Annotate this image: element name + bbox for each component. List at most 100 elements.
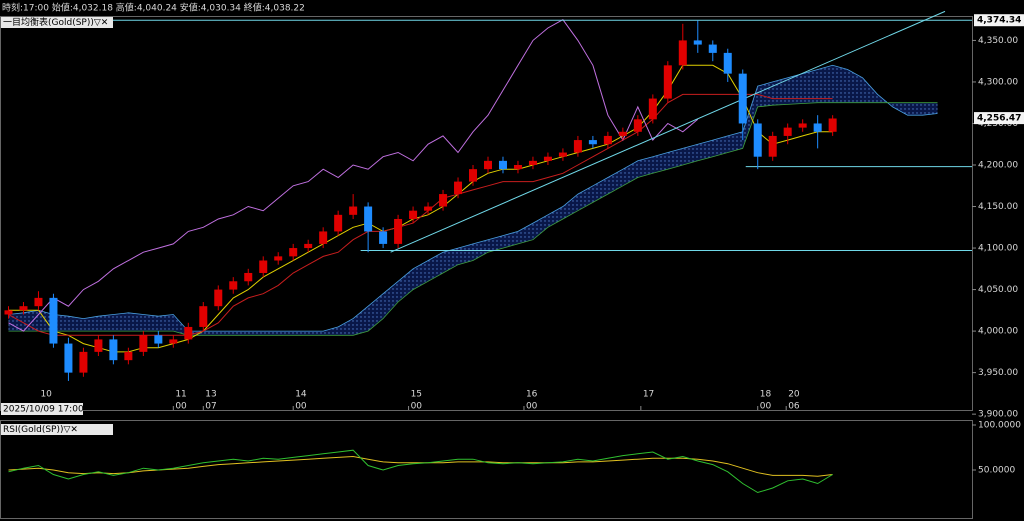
cursor-time-box <box>1 403 83 415</box>
candle-body <box>424 206 433 211</box>
price-panel <box>0 16 973 411</box>
y-tick-label: 4,100.00 <box>978 244 1018 254</box>
indicator-title: 一目均衡表(Gold(SP))▽✕ <box>3 16 108 28</box>
y-tick-label: 4,000.00 <box>978 327 1018 337</box>
candle-body <box>454 181 463 195</box>
candle-body <box>364 206 373 232</box>
rsi-line <box>8 449 833 494</box>
indicator-title: RSI(Gold(SP))▽✕ <box>3 425 78 435</box>
candle-body <box>109 339 118 361</box>
candle-body <box>723 52 732 74</box>
candle-body <box>259 260 268 273</box>
y-tick-label: 3,950.00 <box>978 368 1018 378</box>
candle-body <box>573 140 582 153</box>
y-tick-label: 3,900.00 <box>978 410 1018 420</box>
x-tick-label: 10 <box>40 390 52 400</box>
x-tick-hour: 00 <box>295 402 307 412</box>
x-tick-label: 17 <box>643 390 654 400</box>
cloud <box>8 65 938 336</box>
candle-body <box>289 248 298 257</box>
x-tick-label: 16 <box>526 390 538 400</box>
y-tick-label: 4,150.00 <box>978 202 1018 212</box>
candle-body <box>79 351 88 373</box>
cursor-time: 2025/10/09 17:00 <box>3 405 84 415</box>
candle-body <box>34 297 43 307</box>
candle-body <box>633 119 642 132</box>
candle-body <box>139 335 148 352</box>
x-tick-hour: 00 <box>526 402 538 412</box>
candle-body <box>588 140 597 145</box>
candle-body <box>618 131 627 136</box>
candle-body <box>648 98 657 120</box>
candle-body <box>798 123 807 128</box>
x-tick-hour: 00 <box>760 402 772 412</box>
candle-body <box>124 351 133 361</box>
drawn-line <box>390 10 946 253</box>
candle-body <box>19 306 28 311</box>
candle-body <box>154 335 163 344</box>
x-tick-label: 20 <box>788 390 800 400</box>
candle-body <box>199 306 208 327</box>
price-label: 4,374.34 <box>977 16 1021 26</box>
candle-body <box>738 73 747 124</box>
span-b <box>8 102 938 336</box>
candle-body <box>244 272 253 282</box>
candle-body <box>678 40 687 66</box>
span-a <box>8 64 938 332</box>
candle-body <box>304 243 313 249</box>
candle-body <box>184 326 193 340</box>
candle-body <box>768 135 777 157</box>
candle-body <box>513 165 522 170</box>
candle-body <box>663 65 672 99</box>
candle-body <box>528 160 537 165</box>
indicator-title-box <box>1 424 113 435</box>
header: 時刻:17:00 始値:4,032.18 高値:4,040.24 安値:4,03… <box>2 2 305 14</box>
y-tick-label: 4,300.00 <box>978 77 1018 87</box>
candle-body <box>693 40 702 45</box>
candle-body <box>379 231 388 244</box>
candle-body <box>64 343 73 373</box>
candle-body <box>274 256 283 261</box>
y-tick-label: 4,350.00 <box>978 36 1018 46</box>
candle-body <box>169 339 178 344</box>
candle-body <box>394 218 403 244</box>
candle-body <box>229 281 238 290</box>
x-tick-label: 18 <box>760 390 772 400</box>
candle-body <box>409 210 418 219</box>
candle-body <box>214 289 223 307</box>
candle-body <box>439 194 448 207</box>
x-tick-label: 11 <box>175 390 186 400</box>
plot-layer: 3,900.00 3,950.00 4,000.00 4,050.00 4,100.00… <box>1 10 1024 494</box>
y-tick-label: 4,050.00 <box>978 285 1018 295</box>
x-tick-hour: 00 <box>175 402 187 412</box>
candle-body <box>813 123 822 132</box>
y-tick-label: 50.0000 <box>978 466 1015 476</box>
candle-body <box>828 118 837 132</box>
candle-body <box>349 206 358 215</box>
x-tick-hour: 00 <box>411 402 423 412</box>
x-tick-label: 13 <box>205 390 216 400</box>
candle-body <box>753 123 762 157</box>
candle-body <box>603 135 612 145</box>
candle-body <box>49 297 58 344</box>
candle-body <box>558 152 567 157</box>
indicator-title-box <box>1 17 113 28</box>
candle-body <box>483 160 492 170</box>
candle-body <box>4 310 13 315</box>
candle-body <box>708 44 717 53</box>
y-tick-label: 4,200.00 <box>978 161 1018 171</box>
x-tick-label: 15 <box>411 390 422 400</box>
candle-body <box>783 127 792 136</box>
indicator-line <box>8 19 699 332</box>
candle-body <box>543 156 552 161</box>
y-tick-label: 100.0000 <box>978 421 1021 431</box>
price-label: 4,256.47 <box>977 114 1021 124</box>
candle-body <box>319 231 328 244</box>
x-tick-hour: 07 <box>205 402 216 412</box>
candle-body <box>469 169 478 182</box>
candle-body <box>94 339 103 352</box>
candle-body <box>334 214 343 232</box>
